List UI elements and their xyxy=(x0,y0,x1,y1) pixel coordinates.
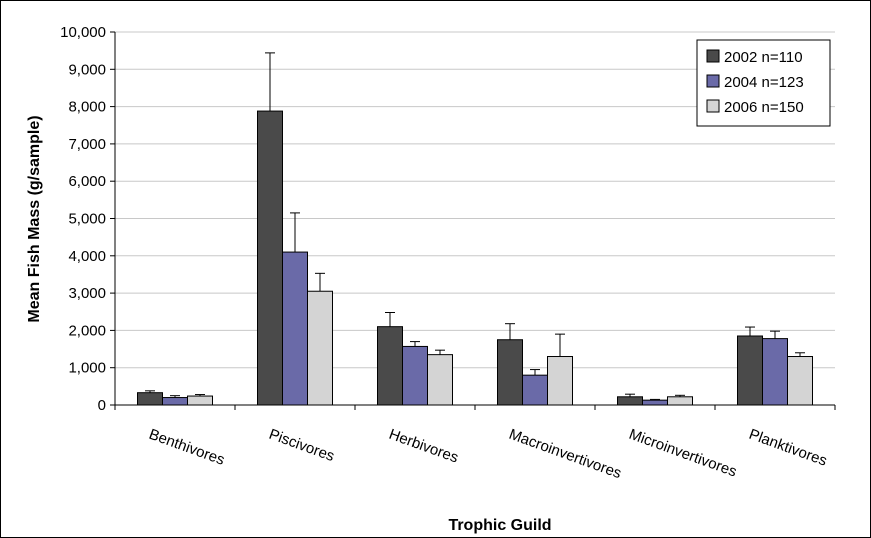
x-category-labels: Benthivores Piscivores Herbivores Macroinve… xyxy=(147,426,830,482)
bar xyxy=(377,326,403,406)
x-category-label: Microinvertivores xyxy=(627,426,739,481)
bar xyxy=(787,356,813,406)
bar xyxy=(402,345,428,406)
bar xyxy=(307,290,333,406)
x-axis-title: Trophic Guild xyxy=(448,517,551,534)
bar xyxy=(642,399,668,406)
legend: 2002 n=110 2004 n=123 2006 n=150 xyxy=(696,39,831,127)
bar xyxy=(522,374,548,406)
y-tick-label: 4,000 xyxy=(68,248,106,265)
bar xyxy=(187,395,213,406)
bar xyxy=(497,339,523,406)
legend-swatch xyxy=(706,99,720,113)
bar xyxy=(762,338,788,406)
y-tick-label: 8,000 xyxy=(68,99,106,116)
y-tick-label: 6,000 xyxy=(68,173,106,190)
y-tick-label: 1,000 xyxy=(68,360,106,377)
x-category-label: Planktivores xyxy=(747,426,830,470)
x-category-label: Macroinvertivores xyxy=(507,426,624,482)
y-tick-label: 0 xyxy=(98,397,106,414)
y-tick-label: 2,000 xyxy=(68,322,106,339)
bar xyxy=(617,396,643,406)
x-category-label: Piscivores xyxy=(267,426,337,465)
gridlines xyxy=(115,31,835,369)
bar xyxy=(137,392,163,406)
bars xyxy=(137,110,813,406)
y-tick-label: 7,000 xyxy=(68,136,106,153)
y-tick-label: 5,000 xyxy=(68,211,106,228)
axes xyxy=(110,31,836,410)
bar xyxy=(667,396,693,406)
y-axis-title: Mean Fish Mass (g/sample) xyxy=(26,115,43,322)
bar xyxy=(257,110,283,406)
bar xyxy=(737,335,763,406)
bar xyxy=(427,354,453,406)
y-tick-label: 10,000 xyxy=(60,24,106,41)
y-tick-labels: 0 1,000 2,000 3,000 4,000 5,000 6,000 7,000 8,00… xyxy=(60,24,106,414)
x-category-label: Benthivores xyxy=(147,426,227,469)
y-tick-label: 9,000 xyxy=(68,61,106,78)
bar xyxy=(282,251,308,406)
legend-swatch xyxy=(706,74,720,88)
y-tick-label: 3,000 xyxy=(68,285,106,302)
bar xyxy=(162,397,188,406)
legend-label: 2004 n=123 xyxy=(724,74,804,91)
bar xyxy=(547,356,573,406)
legend-label: 2006 n=150 xyxy=(724,99,804,116)
error-bars xyxy=(145,52,805,401)
x-category-label: Herbivores xyxy=(387,426,461,467)
legend-swatch xyxy=(706,49,720,63)
legend-label: 2002 n=110 xyxy=(724,49,803,66)
